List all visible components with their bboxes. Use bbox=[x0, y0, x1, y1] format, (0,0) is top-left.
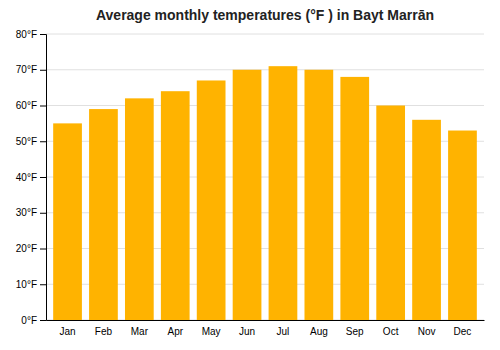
tick-mark bbox=[40, 249, 46, 250]
tick-label: Dec bbox=[454, 326, 472, 337]
tick-mark bbox=[40, 213, 46, 214]
bars bbox=[53, 66, 477, 320]
tick-label: 10°F bbox=[16, 279, 37, 290]
grid-line bbox=[46, 105, 484, 106]
tick-label: 50°F bbox=[16, 136, 37, 147]
tick-mark bbox=[40, 106, 46, 107]
bar bbox=[448, 131, 477, 320]
tick: Jul bbox=[277, 326, 290, 337]
tick: May bbox=[202, 326, 221, 337]
tick-label: 70°F bbox=[16, 64, 37, 75]
tick: Aug bbox=[310, 326, 328, 337]
tick: 80°F bbox=[16, 29, 46, 40]
axis-line bbox=[47, 320, 485, 321]
tick-label: Oct bbox=[383, 326, 399, 337]
tick: Mar bbox=[131, 326, 149, 337]
tick: Apr bbox=[167, 326, 183, 337]
tick-mark bbox=[40, 284, 46, 285]
tick: Jan bbox=[59, 326, 75, 337]
tick: 40°F bbox=[16, 172, 46, 183]
tick-label: 0°F bbox=[21, 315, 37, 326]
tick: Jun bbox=[239, 326, 255, 337]
tick-label: Jan bbox=[59, 326, 75, 337]
bar bbox=[197, 80, 226, 320]
bar bbox=[340, 77, 369, 320]
tick-label: Mar bbox=[131, 326, 149, 337]
bar bbox=[233, 70, 262, 320]
title: Average monthly temperatures (°F ) in Ba… bbox=[96, 7, 434, 23]
tick: Nov bbox=[418, 326, 436, 337]
bar bbox=[376, 106, 405, 321]
plot-area: 0°F 10°F 20°F 30°F 40°F 50°F 60°F 70°F 80°F Jan Fe… bbox=[16, 29, 485, 337]
tick: Dec bbox=[454, 326, 472, 337]
tick-label: Jul bbox=[277, 326, 290, 337]
tick-label: Jun bbox=[239, 326, 255, 337]
chart-container: 0°F 10°F 20°F 30°F 40°F 50°F 60°F 70°F 80°F Jan Fe… bbox=[0, 0, 500, 350]
bar bbox=[269, 66, 298, 320]
tick: Oct bbox=[383, 326, 399, 337]
tick-mark bbox=[40, 70, 46, 71]
bar bbox=[412, 120, 441, 320]
y-axis: 0°F 10°F 20°F 30°F 40°F 50°F 60°F 70°F 80°F bbox=[16, 29, 47, 326]
bar bbox=[161, 91, 190, 320]
tick: Sep bbox=[346, 326, 364, 337]
tick: 10°F bbox=[16, 279, 46, 290]
grid bbox=[46, 34, 484, 320]
tick-label: Apr bbox=[167, 326, 183, 337]
tick-label: 40°F bbox=[16, 172, 37, 183]
tick-label: 20°F bbox=[16, 243, 37, 254]
tick: 30°F bbox=[16, 207, 46, 218]
axis-line bbox=[40, 35, 47, 321]
bar bbox=[125, 98, 154, 320]
tick: 70°F bbox=[16, 64, 46, 75]
tick: 0°F bbox=[21, 315, 46, 326]
grid-line bbox=[46, 34, 484, 35]
bar bbox=[89, 109, 118, 320]
chart-svg: 0°F 10°F 20°F 30°F 40°F 50°F 60°F 70°F 80°F Jan Fe… bbox=[0, 0, 500, 350]
bar bbox=[304, 70, 333, 320]
grid-line bbox=[46, 69, 484, 70]
tick-label: 80°F bbox=[16, 29, 37, 40]
tick: 60°F bbox=[16, 100, 46, 111]
tick-label: 60°F bbox=[16, 100, 37, 111]
tick: 50°F bbox=[16, 136, 46, 147]
x-axis: Jan Feb Mar Apr May Jun Jul Aug Sep Oct Nov Dec bbox=[47, 321, 485, 338]
tick-label: Nov bbox=[418, 326, 436, 337]
tick-label: Aug bbox=[310, 326, 328, 337]
tick-mark bbox=[40, 320, 46, 321]
tick-label: 30°F bbox=[16, 207, 37, 218]
tick: Feb bbox=[95, 326, 113, 337]
tick-mark bbox=[40, 177, 46, 178]
tick-label: Feb bbox=[95, 326, 113, 337]
tick-label: Sep bbox=[346, 326, 364, 337]
tick-mark bbox=[40, 141, 46, 142]
tick: 20°F bbox=[16, 243, 46, 254]
tick-mark bbox=[40, 34, 46, 35]
tick-label: May bbox=[202, 326, 221, 337]
bar bbox=[53, 123, 82, 320]
